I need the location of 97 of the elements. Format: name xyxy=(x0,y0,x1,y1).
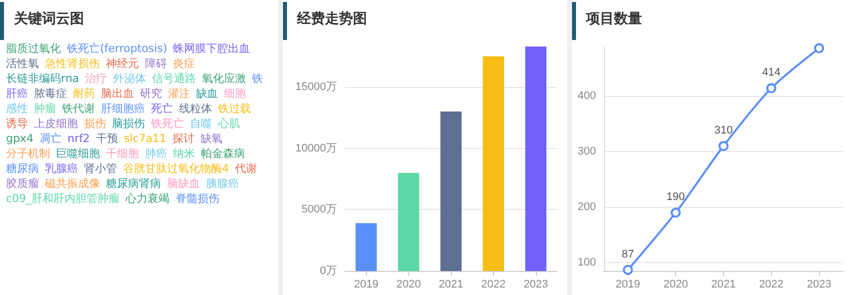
text: 脊髓损伤 xyxy=(176,192,220,206)
text: 凋亡 xyxy=(39,132,62,146)
text: 铁死亡 xyxy=(151,117,184,131)
text: 肝细胞癌 xyxy=(101,102,145,116)
text: 干细胞 xyxy=(106,147,139,161)
text: 关键词云图 xyxy=(14,10,84,28)
text: 急性肾损伤 xyxy=(45,57,100,71)
text: 感性 xyxy=(6,102,28,116)
text: 心力衰竭 xyxy=(126,192,170,206)
x-tick-label: 2022 xyxy=(759,278,784,290)
text: nrf2 xyxy=(67,132,90,146)
bar xyxy=(482,56,504,271)
text: 肾小管 xyxy=(84,162,117,176)
point xyxy=(718,141,728,151)
text: 巨噬细胞 xyxy=(56,147,100,161)
text: 活性氧 xyxy=(6,57,39,71)
point xyxy=(670,208,681,218)
bar xyxy=(440,111,462,271)
point xyxy=(814,43,824,54)
text: 帕金森病 xyxy=(201,147,245,161)
point xyxy=(622,264,633,275)
text: 炎症 xyxy=(173,57,195,71)
text: 磁共振成像 xyxy=(45,177,100,191)
x-tick-label: 2020 xyxy=(396,278,421,290)
text: 治疗 xyxy=(85,72,108,86)
x-tick-label: 2021 xyxy=(711,278,736,290)
text: 脑损伤 xyxy=(112,117,145,131)
y-tick-label: 15000万 xyxy=(295,80,337,93)
text: 细胞 xyxy=(224,87,246,101)
text: gpx4 xyxy=(6,132,34,146)
text: 灌注 xyxy=(168,87,190,101)
y-tick-label: 300 xyxy=(578,146,596,158)
text: 铁代谢 xyxy=(62,102,95,116)
chart-title: 经费走势图 xyxy=(297,10,367,28)
text: 铁过载 xyxy=(218,102,251,116)
x-tick-label: 2021 xyxy=(438,278,464,290)
text: 脂质过氧化 xyxy=(6,42,61,56)
text: 线粒体 xyxy=(179,102,212,116)
text: 铁死亡(ferroptosis) xyxy=(67,42,168,56)
text: 自噬 xyxy=(190,117,212,131)
chart-title: 项目数量 xyxy=(586,10,642,28)
text: 缺血 xyxy=(196,87,218,101)
text: 胰腺癌 xyxy=(206,177,239,191)
text: 长链非编码rna xyxy=(6,72,80,86)
text: 信号通路 xyxy=(152,72,196,86)
text: 外泌体 xyxy=(113,72,146,86)
text: 谷胱甘肽过氧化物酶4 xyxy=(123,162,229,176)
x-tick-label: 2019 xyxy=(354,278,378,290)
text: 肺癌 xyxy=(145,147,167,161)
text: 分子机制 xyxy=(6,147,50,161)
text: 神经元 xyxy=(106,57,139,71)
x-tick-label: 2023 xyxy=(806,278,832,290)
y-tick-label: 5000万 xyxy=(302,204,337,216)
text: 脑出血 xyxy=(101,87,134,101)
text: 糖尿病肾病 xyxy=(106,177,161,191)
text: 诱导 xyxy=(6,117,28,131)
text: 铁 xyxy=(252,72,264,86)
text: 乳腺癌 xyxy=(45,162,78,176)
y-tick-label: 400 xyxy=(578,90,596,102)
text: 死亡 xyxy=(151,102,173,116)
text: 研究 xyxy=(140,87,162,101)
text: slc7a11 xyxy=(124,132,166,146)
y-tick-label: 200 xyxy=(578,201,596,214)
text: 纳米 xyxy=(173,147,195,161)
data-label: 310 xyxy=(714,124,733,136)
text: 上皮细胞 xyxy=(34,117,78,131)
text: c09_肝和肝内胆管肿瘤 xyxy=(6,192,120,206)
y-tick-label: 0万 xyxy=(320,265,337,277)
point xyxy=(766,83,776,94)
text: 障碍 xyxy=(145,57,167,71)
x-tick-label: 2019 xyxy=(616,278,640,290)
x-tick-label: 2022 xyxy=(481,278,506,290)
text: 耐药 xyxy=(73,87,95,101)
text: 脑缺血 xyxy=(167,177,200,191)
text: 糖尿病 xyxy=(6,162,39,176)
text: 蛛网膜下腔出血 xyxy=(173,42,250,56)
bar xyxy=(398,172,420,271)
text: 损伤 xyxy=(84,117,106,131)
bar xyxy=(356,223,377,271)
text: 脓毒症 xyxy=(34,87,67,101)
data-label: 87 xyxy=(622,248,634,260)
data-label: 190 xyxy=(666,191,685,204)
y-tick-label: 100 xyxy=(578,256,596,269)
text: 肿瘤 xyxy=(34,102,56,116)
text: 干预 xyxy=(96,132,118,146)
bar xyxy=(525,46,546,271)
text: 胶质瘤 xyxy=(6,177,39,191)
x-tick-label: 2020 xyxy=(663,278,688,290)
data-label: 414 xyxy=(762,66,780,79)
text: 氧化应激 xyxy=(202,72,246,86)
text: 代谢 xyxy=(235,162,257,176)
text: 探讨 xyxy=(172,132,194,146)
x-tick-label: 2023 xyxy=(524,278,548,290)
text: 肝癌 xyxy=(6,87,28,101)
text: 缺氧 xyxy=(200,132,222,146)
text: 心肌 xyxy=(218,117,240,131)
y-tick-label: 10000万 xyxy=(295,142,337,154)
